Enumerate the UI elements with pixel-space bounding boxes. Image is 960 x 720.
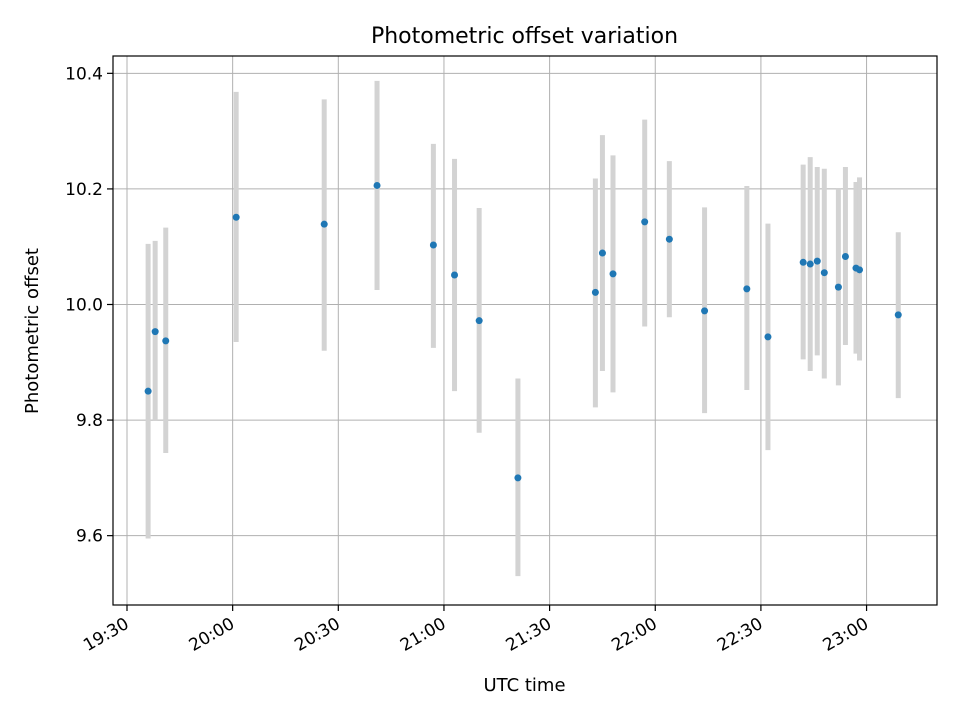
data-point <box>641 218 649 226</box>
chart-title: Photometric offset variation <box>371 24 678 49</box>
data-point <box>429 241 437 249</box>
data-point <box>609 270 617 278</box>
plot-frame <box>112 55 938 606</box>
data-point <box>834 283 842 291</box>
data-point <box>232 213 240 221</box>
data-point <box>799 258 807 266</box>
data-point <box>764 333 772 341</box>
data-point <box>475 317 483 325</box>
point-layer <box>144 181 902 482</box>
y-tick-label: 10.4 <box>65 64 103 84</box>
y-axis-label: Photometric offset <box>22 248 43 414</box>
y-tick-label: 9.8 <box>76 411 103 431</box>
data-point <box>813 257 821 265</box>
data-point <box>451 271 459 279</box>
data-point <box>373 181 381 189</box>
grid-layer <box>113 56 937 605</box>
data-point <box>598 249 606 257</box>
y-tick-label: 10.0 <box>65 295 103 315</box>
data-point <box>591 288 599 296</box>
data-point <box>320 220 328 228</box>
x-axis-label: UTC time <box>483 675 565 696</box>
data-point <box>151 328 159 336</box>
data-point <box>841 253 849 261</box>
y-tick-label: 9.6 <box>76 527 103 547</box>
data-point <box>856 266 864 274</box>
data-point <box>514 474 522 482</box>
data-point <box>665 235 673 243</box>
data-point <box>820 269 828 277</box>
data-point <box>894 311 902 319</box>
data-point <box>144 387 152 395</box>
y-tick-label: 10.2 <box>65 180 103 200</box>
data-point <box>701 307 709 315</box>
data-point <box>162 337 170 345</box>
data-point <box>806 260 814 268</box>
data-point <box>743 285 751 293</box>
